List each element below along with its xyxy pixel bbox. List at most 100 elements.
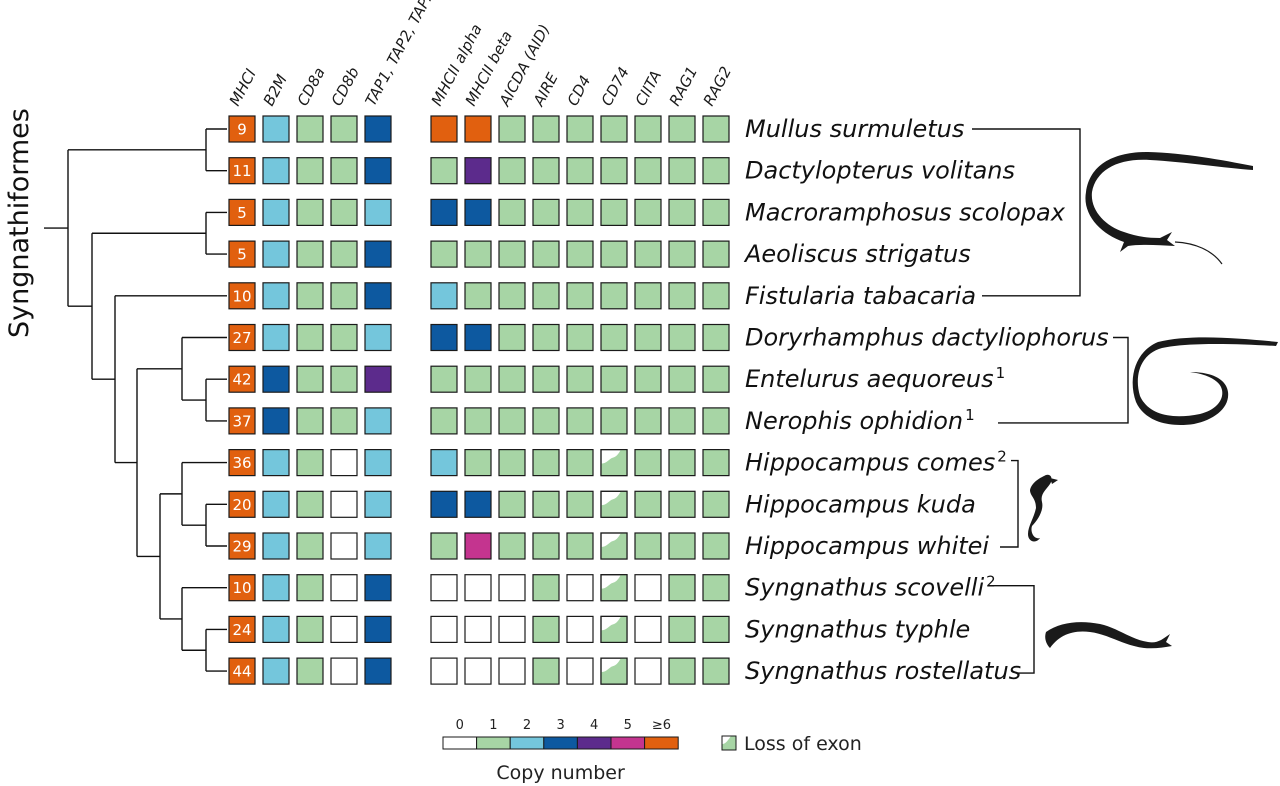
cell-aicda-aid bbox=[498, 449, 526, 477]
cell-cd74 bbox=[600, 240, 628, 268]
loss-of-exon-key-icon bbox=[721, 735, 737, 751]
cell-ciita bbox=[634, 240, 662, 268]
cell-mhcii-alpha bbox=[430, 615, 458, 644]
cell-aicda-aid bbox=[498, 115, 526, 143]
cell-cd4 bbox=[566, 532, 594, 560]
cell-rag2 bbox=[702, 365, 730, 393]
cell-ciita bbox=[634, 157, 662, 185]
syngnathus-silhouette-icon bbox=[1045, 622, 1172, 649]
seahorse-silhouette-icon bbox=[1028, 474, 1058, 542]
mhci-count: 5 bbox=[237, 204, 247, 222]
cell-tap1-tap2-tap2t bbox=[364, 657, 392, 685]
legend-swatch-5 bbox=[610, 736, 646, 750]
row-mullus-surmuletus: 9 bbox=[228, 115, 730, 143]
species-label: Doryrhamphus dactyliophorus bbox=[745, 324, 1109, 352]
cell-b2m bbox=[262, 532, 290, 560]
cell-rag2 bbox=[702, 323, 730, 352]
cell-aicda-aid bbox=[498, 323, 526, 352]
cell-cd74 bbox=[600, 282, 628, 310]
species-label: Hippocampus kuda bbox=[745, 490, 976, 518]
cell-aire bbox=[532, 657, 560, 685]
cell-aire bbox=[532, 574, 560, 602]
gene-header-cd8b: CD8b bbox=[328, 64, 363, 109]
cell-cd4 bbox=[566, 282, 594, 310]
cell-mhcii-beta bbox=[464, 657, 492, 685]
cell-cd4 bbox=[566, 157, 594, 185]
cell-cd74-exon-loss bbox=[600, 574, 628, 602]
row-syngnathus-rostellatus: 44 bbox=[228, 657, 730, 685]
gene-header-ciita: CIITA bbox=[632, 67, 665, 108]
legend-level-0: 0 bbox=[456, 718, 464, 733]
cell-cd8a bbox=[296, 657, 324, 685]
cell-mhci bbox=[228, 449, 256, 477]
cell-cd74 bbox=[600, 115, 628, 143]
cell-aire bbox=[532, 532, 560, 560]
cell-b2m bbox=[262, 657, 290, 685]
row-syngnathus-typhle: 24 bbox=[228, 615, 730, 644]
clade-label-syngnathiformes: Syngnathiformes bbox=[4, 108, 35, 338]
cell-rag2 bbox=[702, 198, 730, 226]
mhci-count: 10 bbox=[232, 287, 251, 305]
cell-rag1 bbox=[668, 240, 696, 268]
cell-mhcii-alpha bbox=[430, 323, 458, 352]
cell-rag1 bbox=[668, 115, 696, 143]
cell-aicda-aid bbox=[498, 574, 526, 602]
cell-ciita bbox=[634, 365, 662, 393]
cell-aicda-aid bbox=[498, 198, 526, 226]
species-label: Entelurus aequoreus 1 bbox=[745, 364, 1005, 393]
species-label: Hippocampus whitei bbox=[745, 532, 989, 560]
gene-header-cd8a: CD8a bbox=[294, 64, 329, 108]
legend-level-6: ≥6 bbox=[652, 718, 671, 733]
cell-rag1 bbox=[668, 407, 696, 435]
legend-title: Copy number bbox=[496, 762, 625, 784]
cell-b2m bbox=[262, 490, 290, 518]
cell-mhci bbox=[228, 574, 256, 602]
cell-ciita bbox=[634, 490, 662, 518]
cell-rag2 bbox=[702, 240, 730, 268]
cell-ciita bbox=[634, 615, 662, 644]
legend-swatch-1 bbox=[476, 736, 511, 750]
legend-level-4: 4 bbox=[590, 718, 598, 733]
cell-mhcii-alpha bbox=[430, 240, 458, 268]
cell-rag2 bbox=[702, 282, 730, 310]
cell-cd8a bbox=[296, 365, 324, 393]
cell-cd4 bbox=[566, 198, 594, 226]
row-fistularia-tabacaria: 10 bbox=[228, 282, 730, 310]
legend-level-5: 5 bbox=[624, 718, 632, 733]
species-label: Macroramphosus scolopax bbox=[745, 198, 1066, 226]
legend-swatch-0 bbox=[442, 736, 478, 750]
cell-cd74 bbox=[600, 157, 628, 185]
cell-mhcii-alpha bbox=[430, 198, 458, 226]
cell-cd74-exon-loss bbox=[600, 615, 628, 644]
cell-mhcii-beta bbox=[464, 240, 492, 268]
cell-tap1-tap2-tap2t bbox=[364, 365, 392, 393]
legend-swatch-3 bbox=[543, 736, 578, 750]
phylogenetic-tree bbox=[44, 128, 227, 672]
cell-cd74-exon-loss bbox=[600, 449, 628, 477]
species-label: Dactylopterus volitans bbox=[745, 157, 1015, 185]
cell-cd4 bbox=[566, 615, 594, 644]
cell-mhci bbox=[228, 323, 256, 352]
cell-ciita bbox=[634, 282, 662, 310]
cell-mhci bbox=[228, 490, 256, 518]
cell-tap1-tap2-tap2t bbox=[364, 449, 392, 477]
cell-cd8b bbox=[330, 115, 358, 143]
cell-cd74 bbox=[600, 198, 628, 226]
legend-level-1: 1 bbox=[489, 718, 497, 733]
cell-ciita bbox=[634, 449, 662, 477]
cell-b2m bbox=[262, 198, 290, 226]
legend-swatch-2 bbox=[509, 736, 545, 750]
cell-ciita bbox=[634, 323, 662, 352]
cell-mhcii-beta bbox=[464, 365, 492, 393]
cell-b2m bbox=[262, 157, 290, 185]
cell-b2m bbox=[262, 115, 290, 143]
cell-cd4 bbox=[566, 115, 594, 143]
cell-aicda-aid bbox=[498, 240, 526, 268]
cell-tap1-tap2-tap2t bbox=[364, 574, 392, 602]
loss-of-exon-label: Loss of exon bbox=[744, 733, 862, 755]
cell-aire bbox=[532, 115, 560, 143]
cell-mhci bbox=[228, 157, 256, 185]
cell-tap1-tap2-tap2t bbox=[364, 323, 392, 352]
species-label: Hippocampus comes 2 bbox=[745, 448, 1007, 477]
